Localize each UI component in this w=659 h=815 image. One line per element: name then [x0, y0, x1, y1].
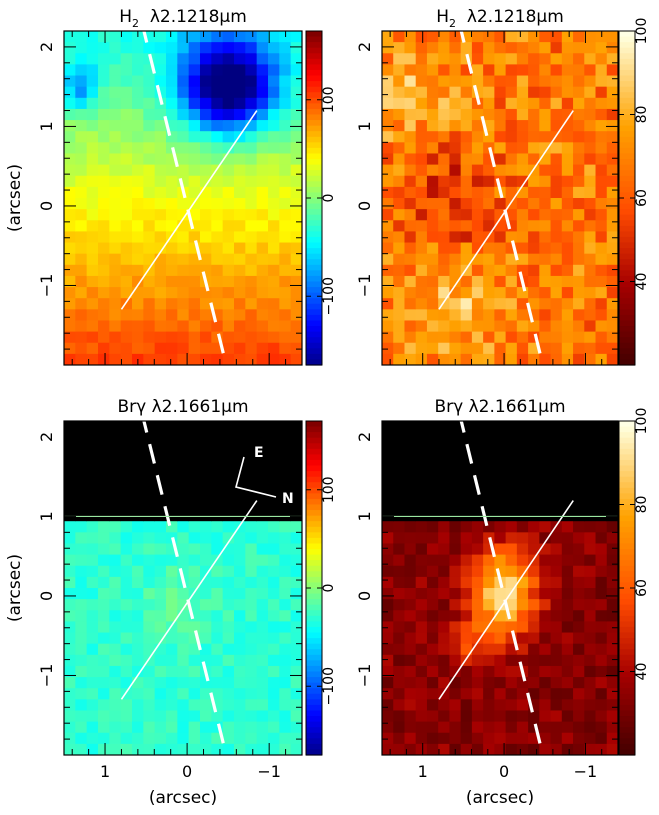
colorbar: −100 0 100 — [305, 420, 337, 756]
colorbar: 40 60 80 100 — [618, 18, 650, 366]
y-tick-label: −1 — [37, 274, 56, 298]
compass: EN — [235, 445, 294, 507]
y-tick-label: 0 — [355, 201, 374, 211]
panel-2: −1 0 1 2 H2 λ2.1218μm 40 60 80 100 — [355, 7, 650, 366]
colorbar: −100 0 100 — [305, 30, 337, 366]
x-tick-label: −1 — [574, 762, 598, 781]
colorbar-tick-label: 60 — [634, 189, 650, 207]
plot-frame — [381, 420, 619, 756]
axis-ticks — [382, 420, 619, 755]
x-axis-label: (arcsec) — [149, 788, 217, 808]
photometric-axis-dashed-line — [459, 31, 545, 365]
y-tick-label: 2 — [37, 432, 56, 442]
y-tick-label: 2 — [37, 42, 56, 52]
photometric-axis-dashed-line — [142, 421, 228, 755]
axis-ticks — [64, 30, 303, 365]
panel-title: Brγ λ2.1661μm — [434, 397, 565, 417]
x-tick-label: 1 — [418, 762, 428, 781]
colorbar-tick-label: 60 — [634, 579, 650, 597]
colorbar-tick-label: −100 — [321, 667, 337, 705]
colorbar-tick-label: 100 — [321, 476, 337, 503]
panel-title: H2 λ2.1218μm — [119, 7, 247, 30]
y-tick-label: 1 — [355, 121, 374, 131]
colorbar-tick-label: 0 — [321, 194, 337, 203]
photometric-axis-dashed-line — [142, 31, 228, 365]
compass-north-label: N — [282, 491, 294, 507]
heatmap-image — [382, 421, 618, 755]
y-tick-label: 2 — [355, 432, 374, 442]
y-axis-label: (arcsec) — [5, 554, 25, 622]
y-tick-label: 0 — [37, 201, 56, 211]
panel-4: 1 0 −1 −1 0 1 2 Brγ λ2.1661μm (arcsec) 40 60 80 100 — [355, 397, 650, 808]
x-tick-label: 1 — [100, 762, 110, 781]
x-axis-label: (arcsec) — [466, 788, 534, 808]
y-tick-label: 0 — [37, 591, 56, 601]
colorbar-tick-label: 100 — [634, 18, 650, 45]
colorbar-tick-label: 40 — [634, 273, 650, 291]
plot-frame — [381, 30, 619, 366]
colorbar-tick-label: −100 — [321, 277, 337, 315]
heatmap-image — [382, 31, 618, 365]
x-tick-label: 0 — [182, 762, 192, 781]
colorbar-tick-label: 100 — [634, 408, 650, 435]
panel-title: Brγ λ2.1661μm — [117, 397, 248, 417]
y-tick-label: 2 — [355, 42, 374, 52]
colorbar-tick-label: 40 — [634, 663, 650, 681]
axis-ticks — [382, 30, 619, 365]
y-tick-label: 0 — [355, 591, 374, 601]
y-tick-label: 1 — [37, 121, 56, 131]
colorbar-tick-label: 0 — [321, 584, 337, 593]
y-tick-label: 1 — [355, 511, 374, 521]
x-tick-label: 0 — [499, 762, 509, 781]
heatmap-image — [64, 31, 302, 365]
y-axis-label: (arcsec) — [5, 164, 25, 232]
y-tick-label: −1 — [355, 664, 374, 688]
colorbar-tick-label: 80 — [634, 496, 650, 514]
photometric-axis-dashed-line — [459, 421, 545, 755]
compass-east-label: E — [254, 445, 264, 461]
y-tick-label: −1 — [355, 274, 374, 298]
y-tick-label: −1 — [37, 664, 56, 688]
heatmap-image — [64, 421, 302, 755]
colorbar: 40 60 80 100 — [618, 408, 650, 756]
panel-title: H2 λ2.1218μm — [436, 7, 564, 30]
y-tick-label: 1 — [37, 511, 56, 521]
plot-frame — [63, 30, 303, 366]
axis-ticks — [64, 420, 303, 755]
panel-1: −1 0 1 2 H2 λ2.1218μm (arcsec) −100 0 100 — [5, 7, 337, 366]
x-tick-label: −1 — [257, 762, 281, 781]
plot-frame — [63, 420, 303, 756]
colorbar-tick-label: 80 — [634, 106, 650, 124]
colorbar-tick-label: 100 — [321, 86, 337, 113]
